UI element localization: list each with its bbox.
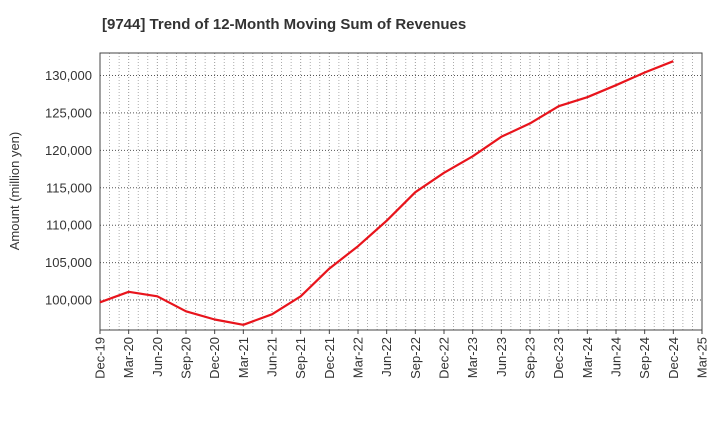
- x-tick-label: Mar-22: [351, 337, 366, 378]
- y-tick-label: 100,000: [45, 293, 92, 308]
- x-tick-label: Sep-23: [523, 337, 538, 379]
- x-tick-label: Dec-22: [437, 337, 452, 379]
- x-tick-label: Sep-24: [637, 337, 652, 379]
- x-tick-label: Mar-23: [465, 337, 480, 378]
- x-tick-label: Jun-24: [609, 337, 624, 377]
- x-tick-label: Mar-20: [121, 337, 136, 378]
- y-tick-label: 105,000: [45, 255, 92, 270]
- plot-frame: [99, 52, 703, 331]
- x-tick-label: Sep-22: [408, 337, 423, 379]
- x-tick-label: Dec-23: [551, 337, 566, 379]
- x-tick-label: Jun-23: [494, 337, 509, 377]
- x-tick-label: Dec-19: [93, 337, 108, 379]
- revenue-line: [99, 60, 674, 326]
- x-tick-label: Mar-24: [580, 337, 595, 378]
- x-tick-label: Sep-21: [293, 337, 308, 379]
- y-tick-label: 110,000: [46, 218, 92, 233]
- chart-title: [9744] Trend of 12-Month Moving Sum of R…: [102, 16, 467, 33]
- x-tick-label: Jun-22: [379, 337, 394, 377]
- y-tick-label: 115,000: [46, 180, 92, 195]
- x-tick-label: Mar-25: [695, 337, 710, 378]
- x-tick-label: Dec-21: [322, 337, 337, 379]
- x-tick-label: Dec-24: [666, 337, 681, 379]
- x-tick-label: Mar-21: [236, 337, 251, 378]
- y-tick-label: 125,000: [45, 105, 92, 120]
- y-tick-label: 130,000: [45, 68, 92, 83]
- y-tick-label: 120,000: [45, 143, 92, 158]
- x-tick-label: Jun-20: [150, 337, 165, 377]
- y-axis-title: Amount (million yen): [7, 132, 22, 251]
- x-tick-label: Jun-21: [265, 337, 280, 377]
- x-tick-label: Sep-20: [179, 337, 194, 379]
- x-tick-label: Dec-20: [207, 337, 222, 379]
